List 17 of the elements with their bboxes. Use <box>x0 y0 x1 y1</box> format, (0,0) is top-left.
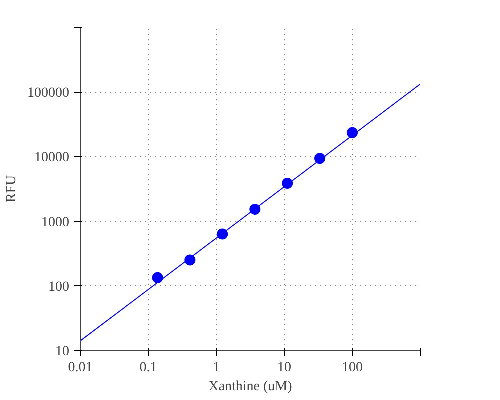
y-tick-label: 10000 <box>34 150 70 166</box>
point <box>152 272 164 284</box>
point <box>282 178 294 189</box>
x-tick-label: 0.1 <box>140 360 158 376</box>
point <box>184 254 196 266</box>
y-tick-label: 100 <box>48 280 70 295</box>
y-axis-title: RFU <box>4 175 20 203</box>
y-tick-label: 1000 <box>42 215 70 230</box>
y-tick-label: 100000 <box>28 86 70 102</box>
x-tick-label: 10 <box>278 360 292 376</box>
x-tick-label: 0.01 <box>68 360 93 376</box>
x-axis-title: Xanthine (uM) <box>208 380 293 394</box>
y-tick-label: 10 <box>56 344 70 360</box>
point <box>314 153 326 164</box>
point <box>347 127 358 138</box>
x-tick-label: 1 <box>213 360 220 376</box>
x-tick-label: 100 <box>342 360 363 376</box>
